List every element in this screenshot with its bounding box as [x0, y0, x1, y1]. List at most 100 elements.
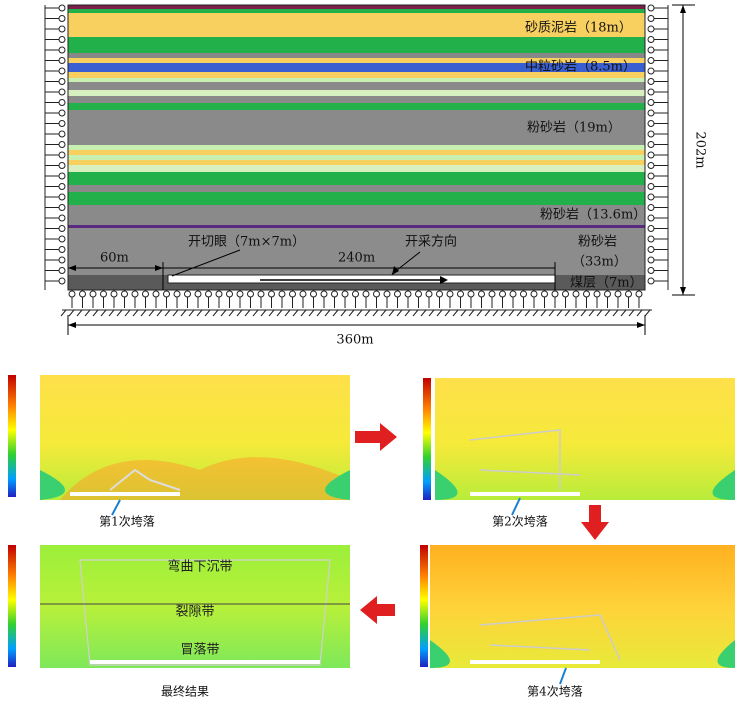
hatch [580, 309, 587, 317]
hatch [644, 309, 651, 317]
roller [415, 290, 422, 298]
roller [647, 172, 655, 180]
layer [68, 13, 645, 37]
layer [68, 53, 645, 58]
roller [58, 88, 66, 96]
hatch [156, 309, 163, 317]
hatch [284, 309, 291, 317]
hatch [436, 309, 443, 317]
hatch [196, 309, 203, 317]
roller [289, 290, 296, 298]
roller [647, 267, 655, 274]
roller [58, 246, 66, 253]
hatch [588, 309, 595, 317]
roller [647, 57, 655, 64]
roller [58, 225, 66, 232]
roller [647, 88, 655, 96]
layer [68, 150, 645, 155]
roller [647, 46, 655, 54]
hatch [364, 309, 371, 317]
roller [520, 290, 527, 298]
roller [604, 290, 611, 298]
roller [647, 193, 655, 201]
layer-label: （33m） [572, 255, 627, 270]
hatch [300, 309, 307, 317]
hatch [292, 309, 299, 317]
roller [58, 277, 66, 285]
hatch [244, 309, 251, 317]
roller [58, 235, 66, 243]
hatch [340, 309, 347, 317]
roller [614, 290, 622, 298]
roller [89, 290, 97, 298]
hatch [492, 309, 499, 317]
roller [58, 151, 66, 159]
roller [572, 290, 580, 298]
hatch [532, 309, 539, 317]
roller [647, 120, 655, 127]
supports [44, 4, 669, 317]
roller [58, 109, 66, 117]
layer [68, 63, 645, 72]
roller [446, 290, 454, 298]
hatch [204, 309, 211, 317]
roller [142, 290, 149, 298]
roller [58, 78, 66, 85]
roller [257, 290, 265, 298]
hatch [564, 309, 571, 317]
roller [68, 290, 76, 298]
roller [79, 290, 86, 298]
hatch [572, 309, 579, 317]
layer [68, 90, 645, 96]
hatch [612, 309, 619, 317]
roller [373, 290, 380, 298]
dimension-lines [67, 4, 695, 335]
panel [423, 378, 735, 500]
roller [647, 151, 655, 159]
hatch [372, 309, 379, 317]
layer [68, 82, 645, 90]
caption: 第2次垮落 [492, 515, 548, 529]
roller [58, 57, 66, 64]
flow-arrow [355, 423, 609, 624]
panel [420, 545, 735, 668]
hatch [524, 309, 531, 317]
roller [58, 162, 66, 169]
roller [110, 290, 118, 298]
roller [58, 172, 66, 180]
roller [541, 290, 548, 298]
roller [247, 290, 254, 298]
hatch [180, 309, 187, 317]
roller [383, 290, 391, 298]
roller [647, 204, 655, 211]
zone-label: 裂隙带 [175, 605, 214, 620]
roller [499, 290, 506, 298]
dimension-label: 60m [100, 251, 129, 266]
hatch [252, 309, 259, 317]
roller [647, 277, 655, 285]
hatch [396, 309, 403, 317]
roller [647, 141, 655, 148]
hatch [132, 309, 139, 317]
roller [58, 141, 66, 148]
hatch [316, 309, 323, 317]
roller [58, 25, 66, 33]
roller [331, 290, 338, 298]
roller [121, 290, 128, 298]
roller [647, 25, 655, 33]
hatch [172, 309, 179, 317]
roller [194, 290, 202, 298]
hatch [116, 309, 123, 317]
layer [68, 58, 645, 63]
pointer [111, 497, 567, 685]
roller [425, 290, 433, 298]
hatch [220, 309, 227, 317]
layer [68, 228, 645, 275]
zone-label: 弯曲下沉带 [167, 559, 232, 575]
hatch [508, 309, 515, 317]
roller [530, 290, 538, 298]
roller [310, 290, 317, 298]
hatch [460, 309, 467, 317]
roller [362, 290, 370, 298]
layer [68, 160, 645, 165]
